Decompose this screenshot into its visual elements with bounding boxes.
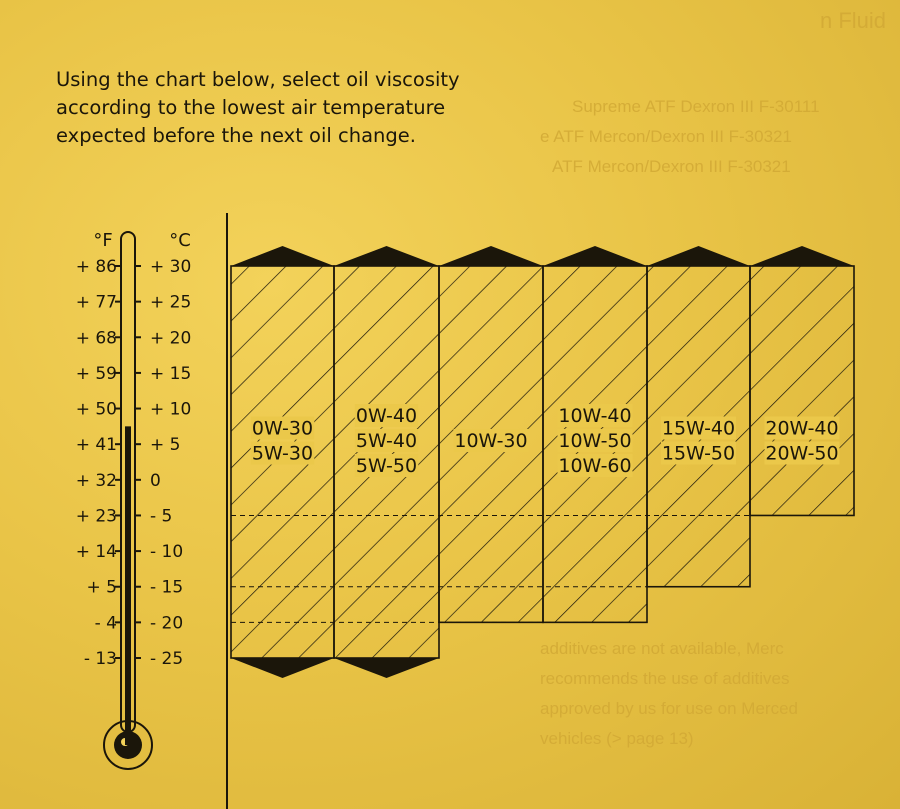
grade-label-backdrop [764,416,840,440]
celsius-tick-label: + 5 [150,435,180,455]
fahrenheit-tick-label: - 4 [95,613,117,633]
viscosity-range-bar [749,265,855,517]
celsius-tick-label: + 25 [150,293,191,313]
upper-limit-marker [231,246,334,266]
fahrenheit-unit-label: °F [93,230,112,251]
instruction-line: expected before the next oil change. [56,124,416,147]
lower-limit-marker [231,658,334,678]
viscosity-grade-label: 0W-30 [252,418,313,440]
fahrenheit-tick-label: + 50 [76,400,117,420]
background-bleed-line: approved by us for use on Merced [540,699,798,718]
celsius-tick-label: - 10 [150,542,183,562]
viscosity-grade-label: 10W-50 [558,430,631,452]
background-bleed-line: vehicles (> page 13) [540,729,694,748]
viscosity-grade-label: 5W-50 [356,455,417,477]
grade-label-backdrop [250,416,315,440]
viscosity-grade-label: 15W-50 [662,443,735,465]
grade-label-backdrop [557,404,633,427]
celsius-tick-label: + 15 [150,364,191,384]
grade-label-backdrop [661,416,736,440]
fahrenheit-tick-label: - 13 [84,649,117,669]
upper-limit-marker [439,246,543,266]
background-bleed-title: n Fluid [820,8,887,33]
grade-label-backdrop [453,429,529,452]
viscosity-grade-label: 10W-40 [558,405,631,427]
grade-label-backdrop [557,454,633,477]
fahrenheit-tick-label: + 68 [76,328,117,348]
celsius-tick-label: + 30 [150,257,191,277]
grade-label-backdrop [250,441,315,465]
celsius-tick-label: - 20 [150,613,183,633]
fahrenheit-tick-label: + 86 [76,257,117,277]
grade-label-backdrop [354,429,419,452]
upper-limit-marker [334,246,439,266]
fahrenheit-tick-label: + 23 [76,506,117,526]
viscosity-grade-label: 20W-40 [765,418,838,440]
thermometer-mercury [125,426,131,745]
fahrenheit-tick-label: + 77 [76,293,117,313]
grade-label-backdrop [354,454,419,477]
instruction-line: Using the chart below, select oil viscos… [56,68,460,91]
background-bleed-line: e ATF Mercon/Dexron III F-30321 [540,127,792,146]
background-bleed-line: Supreme ATF Dexron III F-30111 [572,97,820,116]
viscosity-grade-label: 0W-40 [356,405,417,427]
celsius-tick-label: - 15 [150,578,183,598]
fahrenheit-tick-label: + 59 [76,364,117,384]
celsius-tick-label: + 20 [150,328,191,348]
viscosity-grade-label: 15W-40 [662,418,735,440]
fahrenheit-tick-label: + 41 [76,435,117,455]
celsius-tick-label: + 10 [150,400,191,420]
instruction-line: according to the lowest air temperature [56,96,446,119]
celsius-tick-label: 0 [150,471,161,491]
upper-limit-marker [750,246,854,266]
instruction-text: Using the chart below, select oil viscos… [56,66,516,150]
grade-label-backdrop [557,429,633,452]
fahrenheit-tick-label: + 14 [76,542,117,562]
grade-label-backdrop [661,441,736,465]
lower-limit-marker [334,658,439,678]
background-bleed-line: ATF Mercon/Dexron III F-30321 [552,157,791,176]
celsius-tick-label: - 25 [150,649,183,669]
fahrenheit-tick-label: + 32 [76,471,117,491]
grade-label-backdrop [354,404,419,427]
viscosity-grade-label: 5W-30 [252,443,313,465]
grade-label-backdrop [764,441,840,465]
viscosity-grade-label: 10W-30 [454,430,527,452]
celsius-tick-label: - 5 [150,506,172,526]
background-bleed-line: recommends the use of additives [540,669,790,688]
background-bleed-line: additives are not available, Merc [540,639,784,658]
viscosity-grade-label: 10W-60 [558,455,631,477]
upper-limit-marker [647,246,750,266]
viscosity-grade-label: 20W-50 [765,443,838,465]
upper-limit-marker [543,246,647,266]
viscosity-grade-label: 5W-40 [356,430,417,452]
celsius-unit-label: °C [169,230,191,251]
fahrenheit-tick-label: + 5 [87,578,117,598]
